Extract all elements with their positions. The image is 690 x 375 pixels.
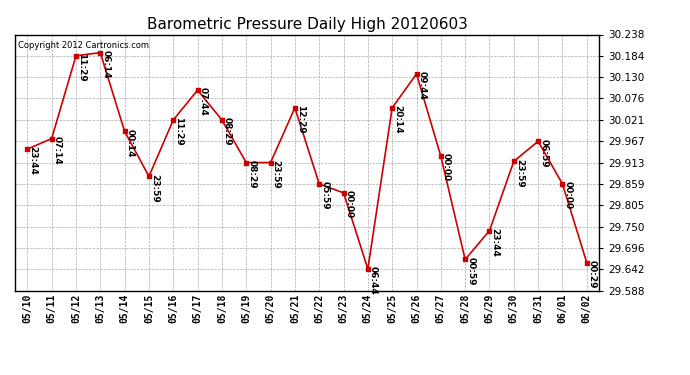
Text: 23:59: 23:59 (515, 159, 524, 188)
Text: 23:59: 23:59 (150, 174, 159, 202)
Text: 00:29: 00:29 (588, 260, 597, 288)
Point (581, 260, 592, 266)
Point (557, 181, 568, 187)
Point (241, 160, 252, 166)
Text: 06:14: 06:14 (101, 50, 110, 78)
Text: 08:29: 08:29 (247, 160, 256, 188)
Point (314, 181, 325, 187)
Point (22, 146, 33, 152)
Text: 06:59: 06:59 (539, 138, 548, 167)
Text: Copyright 2012 Cartronics.com: Copyright 2012 Cartronics.com (18, 41, 149, 50)
Point (289, 105, 300, 111)
Text: 09:44: 09:44 (417, 71, 426, 100)
Text: 23:44: 23:44 (491, 228, 500, 257)
Point (533, 138, 544, 144)
Point (411, 71, 422, 77)
Point (386, 105, 397, 111)
Text: 00:00: 00:00 (442, 153, 451, 182)
Point (144, 173, 155, 179)
Point (362, 266, 373, 272)
Text: 05:59: 05:59 (320, 181, 329, 210)
Text: 23:44: 23:44 (28, 146, 37, 175)
Point (46, 135, 57, 141)
Text: 07:14: 07:14 (52, 136, 61, 165)
Point (484, 228, 495, 234)
Text: 20:14: 20:14 (393, 105, 402, 134)
Text: 06:44: 06:44 (369, 266, 378, 295)
Text: 08:29: 08:29 (223, 117, 232, 146)
Point (95, 50, 106, 55)
Point (168, 117, 179, 123)
Text: 23:59: 23:59 (272, 160, 281, 189)
Text: 00:14: 00:14 (126, 129, 135, 157)
Point (460, 256, 471, 262)
Text: 00:59: 00:59 (466, 257, 475, 285)
Point (192, 87, 203, 93)
Point (265, 160, 276, 166)
Text: 11:29: 11:29 (175, 117, 184, 146)
Point (338, 190, 349, 196)
Point (119, 128, 130, 134)
Point (217, 117, 228, 123)
Point (509, 158, 520, 164)
Point (435, 153, 446, 159)
Text: 00:00: 00:00 (344, 190, 353, 218)
Title: Barometric Pressure Daily High 20120603: Barometric Pressure Daily High 20120603 (146, 17, 468, 32)
Text: 11:29: 11:29 (77, 53, 86, 82)
Point (70, 53, 81, 59)
Text: 12:29: 12:29 (296, 105, 305, 134)
Text: 07:44: 07:44 (199, 87, 208, 116)
Text: 00:00: 00:00 (564, 181, 573, 209)
